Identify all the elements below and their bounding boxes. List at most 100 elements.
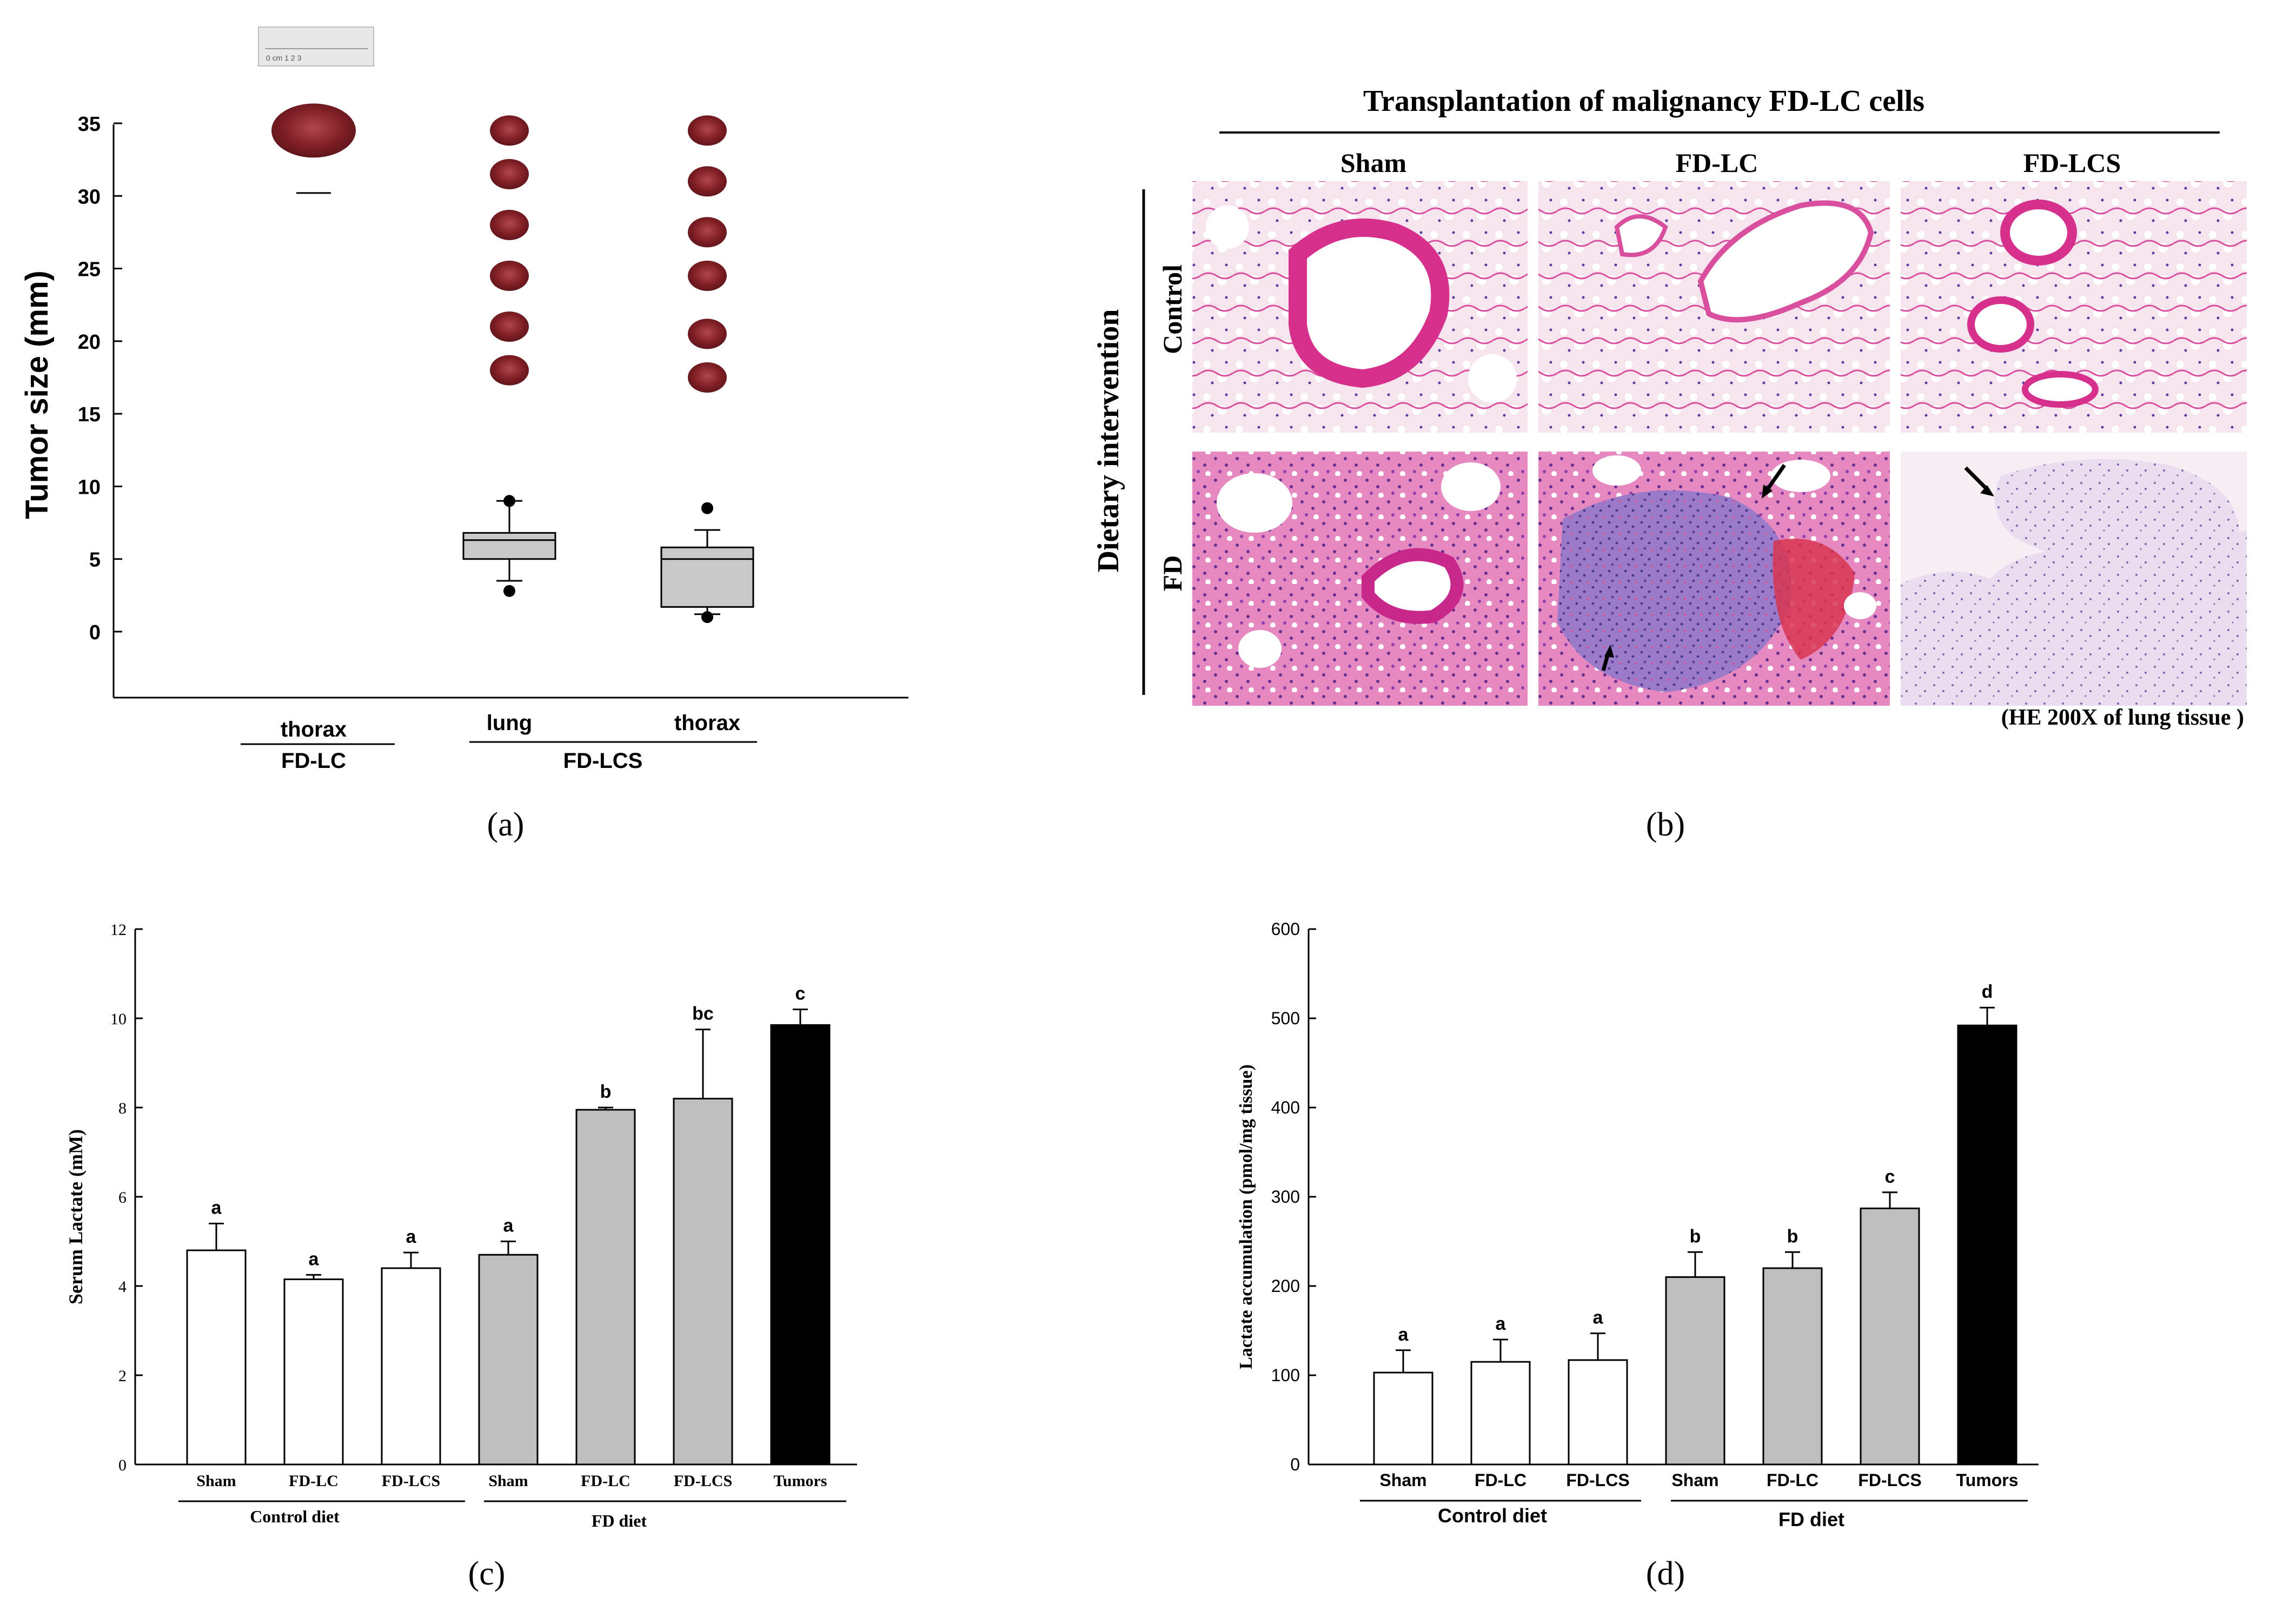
tumor-photo [688,362,727,393]
x-label-lung: lung [487,711,532,735]
panel-label-d: (d) [1646,1555,1685,1592]
category-label: FD-LCS [1566,1470,1629,1490]
y-tick-label: 10 [110,1010,127,1028]
y-tick-label: 2 [118,1367,127,1385]
group-label-fd-d: FD diet [1778,1508,1844,1530]
category-label: FD-LC [289,1472,338,1490]
col-label-fdlcs: FD-LCS [2023,148,2121,178]
category-label: FD-LC [1767,1470,1818,1490]
outlier-point [503,585,515,597]
group-label-fd-c: FD diet [592,1511,647,1530]
panel-c-serum-lactate: 0 2 4 6 8 10 12 a Sham a FD-LC a FD-LCS a Sham b FD-LC bc… [65,921,857,1592]
group-label-fdlcs: FD-LCS [563,749,643,773]
outlier-point [701,502,713,514]
significance-letter: a [1496,1314,1506,1334]
category-label: Sham [488,1472,528,1490]
row-label-control: Control [1157,264,1187,354]
y-tick-label: 0 [118,1456,127,1474]
row-axis-label: Dietary intervention [1092,309,1125,573]
tumor-photo [688,115,727,146]
histology-title: Transplantation of malignancy FD-LC cell… [1363,84,1924,118]
tumor-photo [490,159,529,189]
significance-letter: a [211,1198,222,1218]
y-axis-label-d: Lactate accumulation (pmol/mg tissue) [1236,1064,1256,1369]
significance-letter: a [406,1227,417,1247]
tumor-photo [490,115,529,146]
significance-letter: d [1982,982,1993,1002]
histology-image-fd-fdlc [1538,452,1890,706]
significance-letter: a [503,1216,514,1236]
category-label: Tumors [774,1472,827,1490]
y-tick-label: 300 [1271,1187,1300,1207]
tumor-photo [490,261,529,291]
tumor-photo [688,166,727,197]
y-tick-label-a: 5 [89,549,101,572]
significance-letter: c [795,984,806,1004]
histology-image-control-fdlc [1538,181,1890,433]
bar [186,1249,247,1466]
histology-image-fd-fdlcs [1901,452,2247,706]
x-label-thorax-fdlcs: thorax [674,711,740,735]
tumor-photo [688,217,727,248]
tumor-photo [490,210,529,240]
bar [1860,1207,1920,1466]
y-tick-label: 200 [1271,1276,1300,1296]
category-label: FD-LC [581,1472,630,1490]
bar [1470,1361,1531,1466]
tumor-photo [271,103,356,158]
histology-image-fd-sham [1192,452,1528,706]
y-axis-label-c: Serum Lactate (mM) [65,1129,87,1304]
row-label-fd: FD [1157,555,1187,592]
panel-label-a: (a) [487,806,525,843]
tumor-photos [271,103,727,393]
panel-d-lactate-accumulation: 0 100 200 300 400 500 600 a Sham a FD-LC a FD-LCS b Sh… [1236,919,2039,1592]
category-label: FD-LCS [382,1472,440,1490]
y-tick-label: 12 [110,921,127,939]
y-tick-label: 500 [1271,1009,1300,1028]
group-label-control-d: Control diet [1438,1504,1547,1527]
outlier-point [503,495,515,507]
panel-b-histology: Transplantation of malignancy FD-LC cell… [1092,84,2247,843]
category-label: Sham [196,1472,236,1490]
significance-letter: b [1787,1226,1798,1247]
box [462,532,556,560]
bar [673,1098,733,1466]
bar [1957,1024,2017,1466]
y-tick-label-a: 30 [78,185,101,208]
significance-letter: b [1690,1226,1701,1247]
tumor-photo [490,311,529,342]
y-tick-label: 8 [118,1099,127,1117]
significance-letter: a [309,1249,320,1269]
y-tick-label-a: 20 [78,331,101,354]
significance-letter: c [1885,1166,1895,1187]
panel-label-c: (c) [468,1555,506,1592]
y-tick-label: 400 [1271,1098,1300,1117]
category-label: FD-LCS [674,1472,732,1490]
y-tick-label-a: 0 [89,621,101,644]
y-tick-label: 0 [1290,1455,1300,1474]
y-tick-label-a: 10 [78,476,101,499]
bar [1568,1359,1628,1466]
category-label: Sham [1379,1470,1426,1490]
y-tick-label-a: 25 [78,258,101,281]
col-label-sham: Sham [1340,148,1406,178]
outlier-point [701,611,713,624]
bar [478,1254,539,1466]
significance-letter: bc [692,1004,714,1024]
category-label: FD-LCS [1858,1470,1921,1490]
group-label-control-c: Control diet [250,1507,340,1526]
tumor-photo [688,261,727,291]
y-tick-label: 4 [118,1278,127,1296]
bar [1665,1276,1725,1466]
histology-caption: (HE 200X of lung tissue ) [2001,705,2244,730]
x-label-thorax-fdlc: thorax [281,718,347,741]
y-tick-label: 600 [1271,919,1300,939]
y-tick-label: 6 [118,1189,127,1207]
box [660,546,754,608]
bar [1762,1267,1823,1466]
bar [770,1024,831,1466]
scale-ruler: 0 cm 1 2 3 [258,26,374,67]
ruler-label: 0 cm 1 2 3 [266,54,302,62]
y-tick-label: 100 [1271,1366,1300,1385]
